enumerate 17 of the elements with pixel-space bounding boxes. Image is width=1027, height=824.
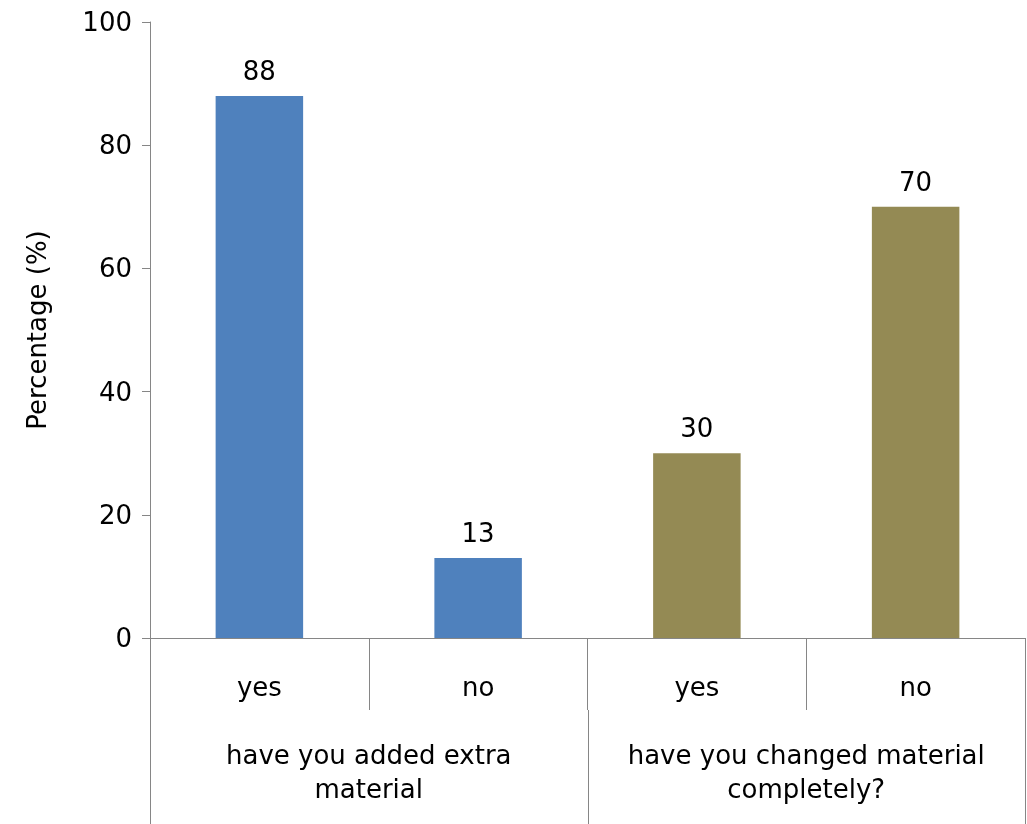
y-axis-title: Percentage (%) (22, 230, 52, 430)
y-tick-label: 40 (98, 376, 132, 407)
x-tick-label: no (899, 672, 932, 702)
y-tick-label: 100 (82, 7, 132, 37)
text: have you changed material completely? (626, 739, 986, 806)
y-tick-label: 0 (115, 623, 132, 653)
data-label: 70 (899, 166, 933, 197)
y-tick-label: 60 (98, 253, 132, 284)
text: have you added extra material (224, 739, 513, 806)
y-tick-label: 80 (98, 130, 132, 161)
data-label: 88 (242, 55, 276, 86)
x-tick-label: yes (236, 672, 282, 702)
x-tick-label: yes (674, 672, 720, 702)
data-label: 13 (461, 517, 495, 548)
data-label: 30 (680, 413, 714, 444)
x-tick-label: no (461, 672, 495, 702)
y-tick-label: 20 (98, 499, 132, 530)
